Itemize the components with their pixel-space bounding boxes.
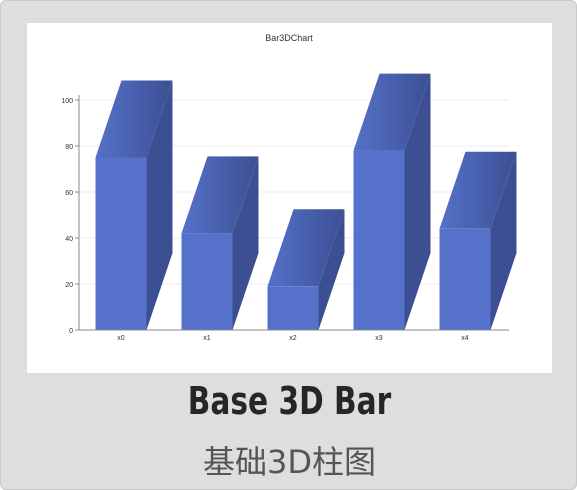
x-tick-label: x4 [461,335,469,342]
bar-top-face [181,156,259,234]
bar-side-face [490,151,517,330]
bar-top-face [267,209,345,287]
y-tick-label: 80 [65,144,73,151]
bar-top-face [353,73,431,151]
y-tick-label: 20 [65,282,73,289]
bar-top-face [95,80,173,158]
bar-side-face [318,209,345,330]
bar-side-face [146,80,173,330]
y-tick-label: 0 [69,328,73,335]
bar-x1 [181,156,259,330]
y-tick-label: 60 [65,190,73,197]
bar-front-face [439,228,491,330]
bar-side-face [232,156,259,330]
bar-top-face [439,151,517,229]
bar-x0 [95,80,173,330]
card-title-english: Base 3D Bar [187,379,392,423]
bar3d-chart: Bar3DChart 0 20 40 60 80 100 x0 x1 x2 x3 x4 [61,33,517,342]
bar-front-face [353,150,405,330]
bar-x4 [439,151,517,330]
bar-x2 [267,209,345,330]
x-tick-label: x0 [117,335,125,342]
axis-layer: 0 20 40 60 80 100 x0 x1 x2 x3 x4 [61,95,509,342]
x-tick-label: x3 [375,335,383,342]
bars-layer [95,73,517,330]
bar-front-face [181,233,233,330]
bar-side-face [404,73,431,330]
y-tick-label: 40 [65,236,73,243]
bar-front-face [95,157,147,330]
bar-x3 [353,73,431,330]
chart-title: Bar3DChart [265,33,313,43]
chart-panel: Bar3DChart 0 20 40 60 80 100 x0 x1 x2 x3 x4 [27,23,552,373]
y-tick-label: 100 [61,98,73,105]
card-title-chinese: 基础3D柱图 [202,443,376,481]
bar-front-face [267,286,319,330]
x-tick-label: x1 [203,335,211,342]
x-tick-label: x2 [289,335,297,342]
